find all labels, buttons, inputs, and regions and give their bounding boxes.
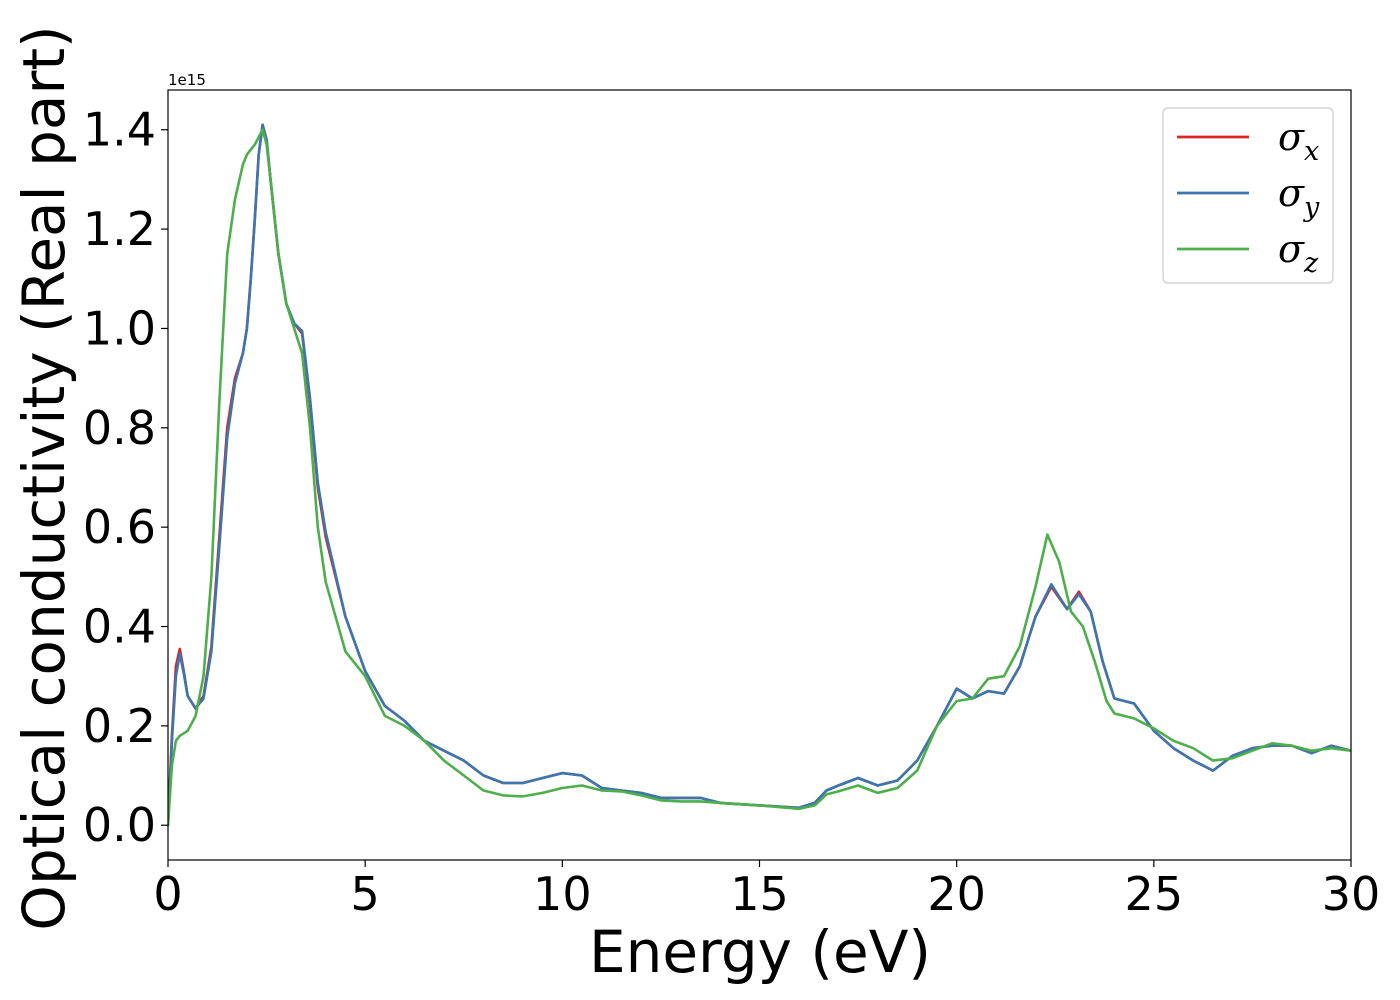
y-tick-label: 1.2 bbox=[83, 202, 156, 256]
x-axis-title: Energy (eV) bbox=[589, 918, 931, 986]
legend-label-3: σz bbox=[1278, 227, 1319, 279]
y-tick-label: 0.8 bbox=[83, 401, 156, 455]
x-tick-label: 0 bbox=[153, 867, 182, 921]
x-tick-label: 15 bbox=[730, 867, 789, 921]
x-axis: 0 5 10 15 20 25 30 bbox=[153, 860, 1380, 921]
x-tick-label: 20 bbox=[927, 867, 986, 921]
y-axis: 0.0 0.2 0.4 0.6 0.8 1.0 1.2 1.4 bbox=[83, 103, 168, 852]
legend-label-2: σy bbox=[1278, 171, 1320, 223]
x-tick-label: 25 bbox=[1125, 867, 1184, 921]
y-tick-label: 1.0 bbox=[83, 301, 156, 355]
legend-label-1: σx bbox=[1278, 115, 1319, 167]
series-line-2 bbox=[168, 123, 1351, 827]
y-tick-label: 0.2 bbox=[83, 699, 156, 753]
y-tick-label: 0.4 bbox=[83, 600, 156, 654]
y-tick-label: 0.0 bbox=[83, 798, 156, 852]
y-tick-label: 1.4 bbox=[83, 103, 156, 157]
x-tick-label: 5 bbox=[351, 867, 380, 921]
y-offset-label: 1e15 bbox=[168, 71, 206, 89]
y-axis-title: Optical conductivity (Real part) bbox=[10, 25, 78, 930]
legend-box bbox=[1162, 107, 1334, 284]
series-line-3 bbox=[168, 128, 1351, 827]
y-tick-label: 0.6 bbox=[83, 500, 156, 554]
x-tick-label: 10 bbox=[533, 867, 592, 921]
series-layer bbox=[168, 123, 1351, 827]
x-tick-label: 30 bbox=[1322, 867, 1381, 921]
